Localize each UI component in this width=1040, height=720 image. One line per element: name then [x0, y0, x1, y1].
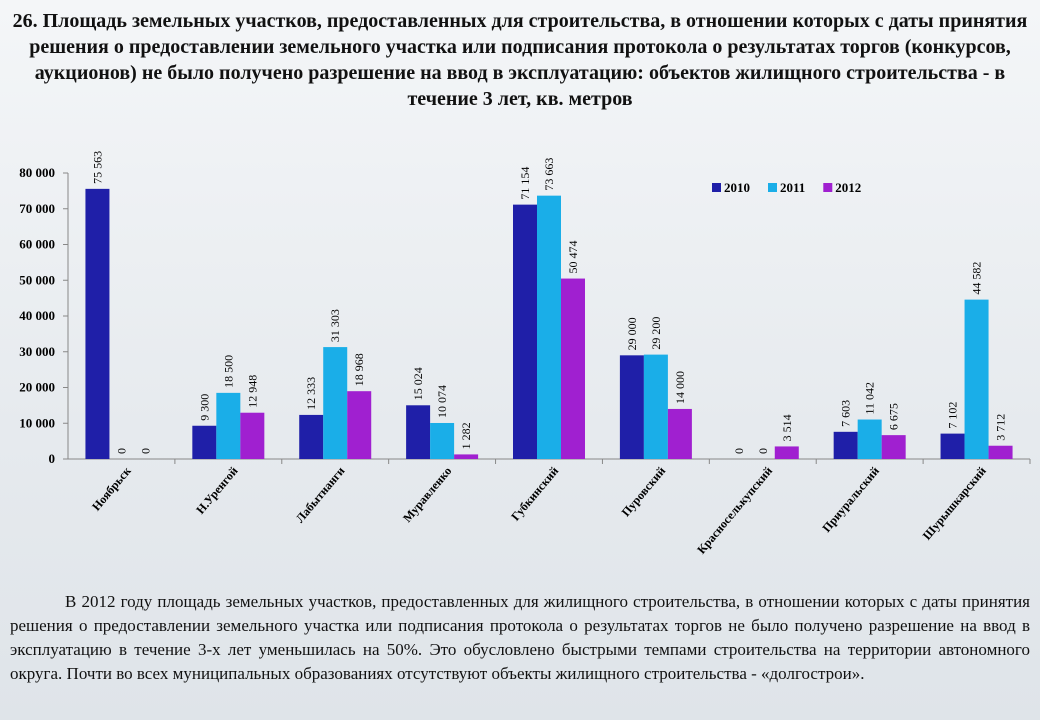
bar [643, 354, 668, 459]
x-tick-label: Лабытнанги [293, 464, 348, 525]
y-tick-label: 30 000 [19, 344, 55, 359]
value-label: 50 474 [566, 241, 580, 274]
legend-label: 2012 [835, 180, 861, 195]
value-label: 11 042 [863, 382, 877, 415]
value-label: 0 [114, 448, 128, 454]
value-label: 12 333 [304, 377, 318, 410]
value-label: 0 [756, 448, 770, 454]
value-label: 75 563 [90, 151, 104, 184]
value-label: 9 300 [197, 394, 211, 421]
value-label: 7 603 [839, 400, 853, 427]
x-tick-label: Муравленко [400, 464, 454, 525]
value-label: 10 074 [435, 385, 449, 418]
legend-label: 2011 [780, 180, 805, 195]
value-label: 3 712 [994, 414, 1008, 441]
x-tick-label: Шурышкарский [920, 464, 989, 543]
bar [667, 408, 692, 459]
x-tick-label: Пуровский [619, 464, 669, 519]
legend-swatch [712, 183, 721, 192]
x-tick-label: Губкинский [508, 464, 561, 523]
x-tick-label: Красноселькупский [694, 464, 775, 557]
bar [881, 435, 906, 459]
bar [988, 445, 1013, 459]
bar [216, 392, 241, 459]
bar [430, 422, 455, 459]
y-tick-label: 20 000 [19, 380, 55, 395]
value-label: 29 200 [649, 317, 663, 350]
y-tick-label: 60 000 [19, 237, 55, 252]
bar [561, 278, 585, 459]
bar [323, 347, 348, 459]
x-tick-label: Н.Уренгой [193, 464, 241, 517]
chart-title: 26. Площадь земельных участков, предоста… [12, 10, 1028, 110]
bar [940, 433, 965, 459]
x-tick-label: Ноябрьск [89, 464, 134, 514]
legend-label: 2010 [724, 180, 750, 195]
chart: 0 10 000 20 000 30 000 40 000 50 000 60 000 70 … [19, 151, 1031, 557]
value-label: 14 000 [673, 371, 687, 404]
value-label: 18 968 [352, 353, 366, 386]
value-label: 29 000 [625, 317, 639, 350]
value-label: 0 [732, 448, 746, 454]
value-label: 6 675 [887, 403, 901, 430]
legend-swatch [768, 183, 777, 192]
value-label: 71 154 [518, 167, 532, 200]
bar [857, 419, 882, 459]
bar [299, 414, 324, 459]
value-label: 0 [138, 448, 152, 454]
value-label: 3 514 [780, 414, 794, 441]
bar [406, 405, 431, 459]
value-label: 1 282 [459, 422, 473, 449]
legend-swatch [823, 183, 833, 192]
bar [513, 204, 537, 459]
y-tick-label: 0 [49, 451, 56, 466]
value-label: 15 024 [411, 367, 425, 400]
y-tick-label: 10 000 [19, 415, 55, 430]
note-text: В 2012 году площадь земельных участков, … [10, 592, 1030, 683]
bar [537, 195, 561, 459]
x-tick-label: Приуральский [819, 464, 882, 535]
y-tick-label: 70 000 [19, 201, 55, 216]
value-label: 44 582 [970, 262, 984, 295]
bar [85, 188, 110, 459]
y-tick-label: 40 000 [19, 308, 55, 323]
value-label: 18 500 [221, 355, 235, 388]
bar [240, 412, 265, 459]
bar [964, 299, 989, 459]
y-tick-label: 80 000 [19, 165, 55, 180]
bar [347, 391, 372, 459]
bar [454, 454, 479, 459]
value-label: 12 948 [245, 375, 259, 408]
value-label: 73 663 [542, 158, 556, 191]
bar [619, 355, 644, 459]
value-label: 31 303 [328, 309, 342, 342]
value-label: 7 102 [946, 402, 960, 429]
y-tick-label: 50 000 [19, 272, 55, 287]
bar [192, 425, 217, 459]
bar [774, 446, 799, 459]
bar [833, 431, 858, 459]
